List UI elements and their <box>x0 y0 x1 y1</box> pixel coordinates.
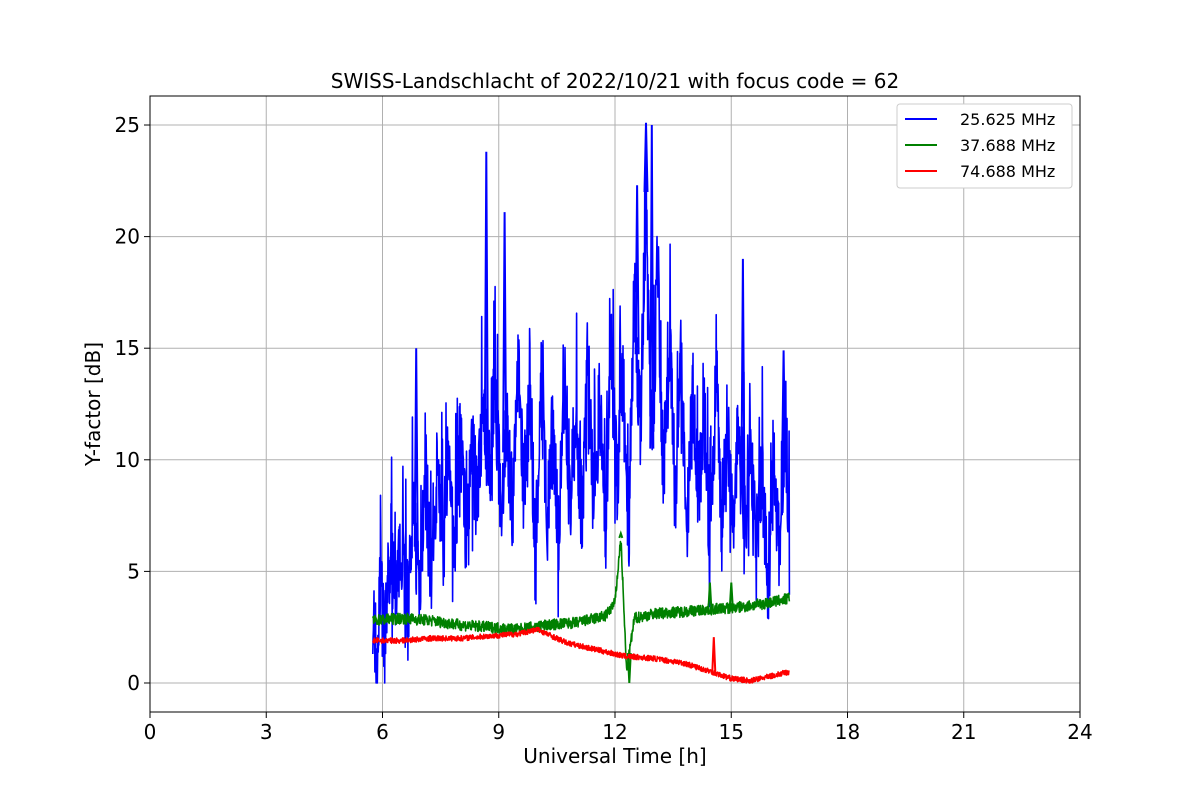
series-2-spike <box>711 637 717 673</box>
x-tick-label: 6 <box>376 720 389 744</box>
x-tick-label: 24 <box>1067 720 1092 744</box>
x-tick-label: 3 <box>260 720 273 744</box>
series-1-line <box>372 540 791 671</box>
series-layer <box>372 122 791 684</box>
series-0 <box>372 122 791 684</box>
legend-box <box>896 103 1073 189</box>
y-tick-label: 15 <box>115 336 140 360</box>
series-0-spike <box>502 212 508 453</box>
legend-label: 74.688 MHz <box>960 162 1055 181</box>
y-tick-label: 25 <box>115 113 140 137</box>
legend: 25.625 MHz 37.688 MHz 74.688 MHz <box>896 103 1073 189</box>
x-tick-label: 18 <box>835 720 860 744</box>
series-1-spike <box>707 582 713 610</box>
series-2-line <box>372 626 790 684</box>
series-0-spike <box>413 348 419 547</box>
chart-title: SWISS-Landschlacht of 2022/10/21 with fo… <box>331 69 899 93</box>
y-tick-label: 0 <box>127 671 140 695</box>
series-1 <box>372 530 791 684</box>
series-1-spike <box>618 530 624 539</box>
legend-label: 37.688 MHz <box>960 136 1055 155</box>
legend-label: 25.625 MHz <box>960 110 1055 129</box>
x-axis-label: Universal Time [h] <box>523 744 706 768</box>
x-tick-label: 15 <box>719 720 744 744</box>
y-tick-label: 10 <box>115 448 140 472</box>
series-2 <box>372 626 790 684</box>
x-tick-label: 9 <box>492 720 505 744</box>
y-tick-label: 20 <box>115 225 140 249</box>
x-tick-label: 12 <box>602 720 627 744</box>
series-0-spike <box>643 122 649 193</box>
x-tick-label: 21 <box>951 720 976 744</box>
series-0-spike <box>483 151 489 445</box>
series-1-spike <box>728 582 734 608</box>
y-axis-label: Y-factor [dB] <box>81 342 105 467</box>
axis-ticks: 0 3 6 9 12 15 18 21 24 0 5 10 15 20 25 <box>115 113 1093 744</box>
y-tick-label: 5 <box>127 559 140 583</box>
series-0-line <box>372 153 791 684</box>
x-tick-label: 0 <box>144 720 157 744</box>
series-0-spike <box>649 124 655 449</box>
